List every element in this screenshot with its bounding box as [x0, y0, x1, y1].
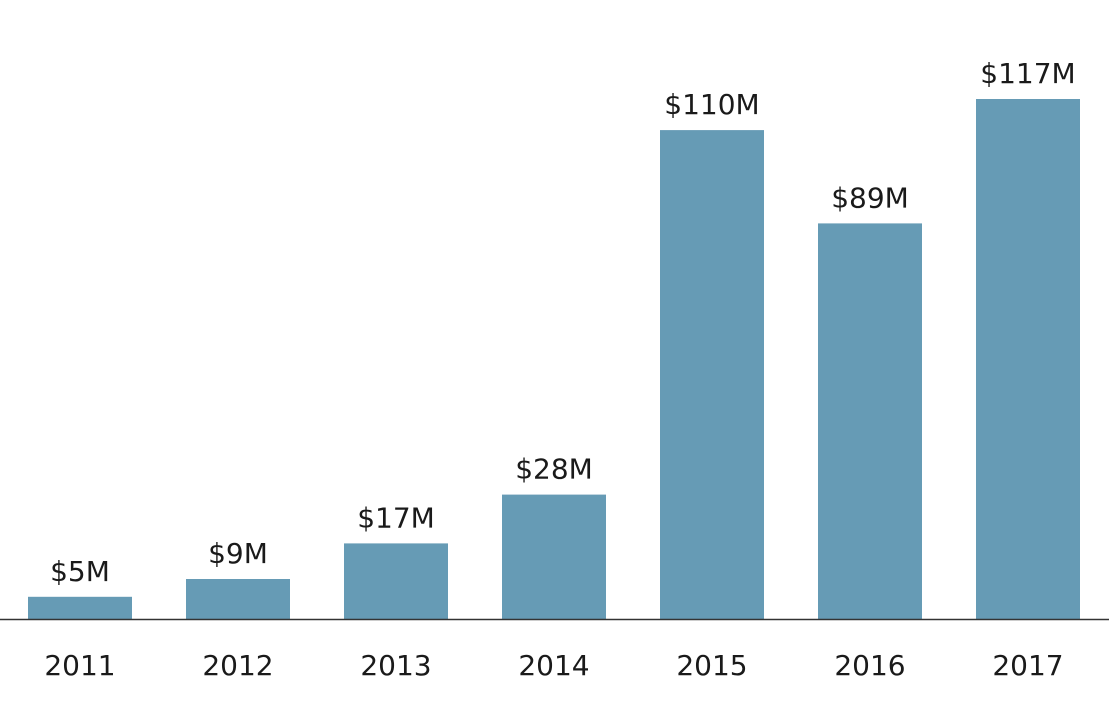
value-labels-group: $5M $9M $17M $28M $110M $89M $117M: [50, 57, 1076, 588]
bar-value-label-2017: $117M: [980, 57, 1075, 90]
bar-2011: [28, 596, 132, 619]
bars-group: [28, 99, 1080, 619]
bar-2017: [976, 99, 1080, 619]
x-tick-label-2015: 2015: [676, 649, 747, 682]
bar-value-label-2011: $5M: [50, 555, 110, 588]
bar-value-label-2015: $110M: [664, 88, 759, 121]
bar-2015: [660, 130, 764, 619]
bar-2012: [186, 579, 290, 619]
x-tick-label-2013: 2013: [360, 649, 431, 682]
bar-value-label-2016: $89M: [831, 181, 909, 214]
x-tick-label-2012: 2012: [202, 649, 273, 682]
bar-2014: [502, 494, 606, 619]
bar-2013: [344, 543, 448, 619]
x-tick-label-2017: 2017: [992, 649, 1063, 682]
bar-value-label-2014: $28M: [515, 453, 593, 486]
bar-2016: [818, 223, 922, 619]
x-tick-label-2016: 2016: [834, 649, 905, 682]
x-tick-label-2014: 2014: [518, 649, 589, 682]
x-tick-labels-group: 2011 2012 2013 2014 2015 2016 2017: [44, 649, 1063, 682]
x-tick-label-2011: 2011: [44, 649, 115, 682]
bar-value-label-2012: $9M: [208, 537, 268, 570]
bar-value-label-2013: $17M: [357, 501, 435, 534]
